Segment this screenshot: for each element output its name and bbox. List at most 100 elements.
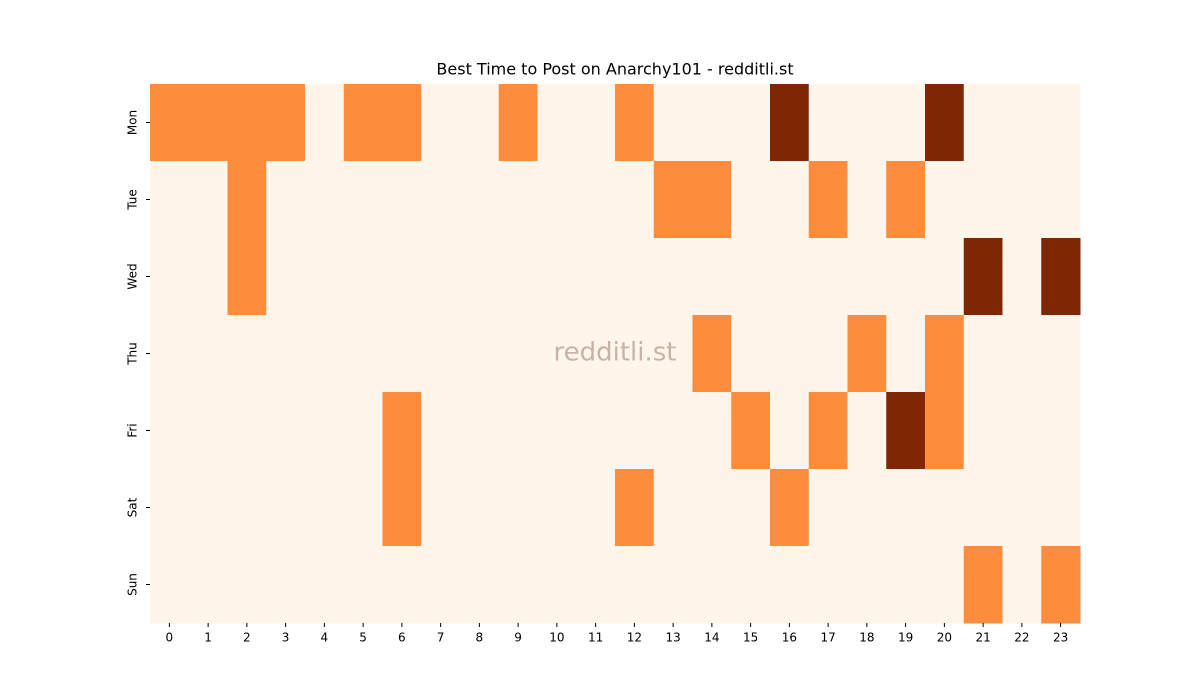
heatmap-cell [847,392,887,470]
heatmap-cell [731,238,771,316]
x-tick-label: 12 [627,631,642,645]
heatmap-cell [266,238,306,316]
heatmap-cell [498,161,538,239]
heatmap-cell [925,161,965,239]
heatmap-cell [343,392,383,470]
heatmap-cell [847,238,887,316]
heatmap-cell [653,161,693,239]
y-tick-label: Tue [126,189,140,211]
heatmap-cell [460,392,500,470]
heatmap-cell [692,392,732,470]
heatmap-cell [847,546,887,624]
heatmap-cell [576,315,616,393]
watermark: redditli.st [554,338,677,368]
heatmap-cell [963,392,1003,470]
heatmap-cell [1002,84,1042,162]
heatmap-cell [963,546,1003,624]
heatmap-cell [266,469,306,547]
heatmap-cell [188,469,228,547]
heatmap-cell [808,315,848,393]
heatmap-cell [188,315,228,393]
heatmap-cell [150,315,190,393]
heatmap-cell [963,238,1003,316]
heatmap-cell [460,469,500,547]
heatmap-cell [188,238,228,316]
heatmap-cell [343,469,383,547]
heatmap-cell [653,84,693,162]
heatmap-cell [692,315,732,393]
heatmap-cell [150,161,190,239]
heatmap-cell [150,469,190,547]
heatmap-cell [808,238,848,316]
x-tick-label: 22 [1014,631,1029,645]
x-tick-label: 20 [937,631,952,645]
heatmap-cell [421,238,461,316]
heatmap-cell [227,546,267,624]
x-tick-label: 18 [859,631,874,645]
heatmap-cell [266,161,306,239]
heatmap-cell [770,84,810,162]
heatmap-cell [188,161,228,239]
x-tick-label: 8 [476,631,484,645]
heatmap-cell [188,84,228,162]
heatmap-cell [653,546,693,624]
chart-title: Best Time to Post on Anarchy101 - reddit… [436,60,793,79]
heatmap-cell [808,546,848,624]
heatmap-cell [886,392,926,470]
heatmap-cell [770,392,810,470]
heatmap-cell [1002,161,1042,239]
heatmap-cell [498,315,538,393]
heatmap-cell [1041,161,1081,239]
heatmap-cell [343,161,383,239]
heatmap-cell [1002,238,1042,316]
heatmap-cell [615,546,655,624]
heatmap-cell [498,238,538,316]
heatmap-cell [731,469,771,547]
heatmap-cell [576,469,616,547]
heatmap-cell [1002,546,1042,624]
y-tick-label: Fri [126,423,140,437]
heatmap-cell [731,546,771,624]
heatmap-cell [343,546,383,624]
heatmap-cell [537,392,577,470]
heatmap-cell [305,238,345,316]
heatmap-cell [615,392,655,470]
heatmap-cell [770,238,810,316]
heatmap-cell [227,161,267,239]
x-tick-label: 5 [359,631,367,645]
heatmap-cell [266,546,306,624]
heatmap-cell [576,392,616,470]
x-tick-label: 16 [782,631,797,645]
heatmap-cell [421,161,461,239]
heatmap-cell [963,84,1003,162]
heatmap-cell [1002,469,1042,547]
heatmap-cell [770,161,810,239]
x-tick-label: 19 [898,631,913,645]
heatmap-cell [963,161,1003,239]
heatmap-cell [615,238,655,316]
heatmap-cell [808,392,848,470]
heatmap-cell [770,315,810,393]
heatmap-cell [305,315,345,393]
heatmap-cell [963,315,1003,393]
heatmap-cell [1041,392,1081,470]
heatmap-cell [925,392,965,470]
heatmap-cell [537,469,577,547]
heatmap-cell [1002,392,1042,470]
heatmap-cell [692,161,732,239]
heatmap-cell [460,84,500,162]
heatmap-cell [150,392,190,470]
x-tick-label: 11 [588,631,603,645]
heatmap-cell [227,469,267,547]
heatmap-cell [653,392,693,470]
heatmap-cell [615,84,655,162]
heatmap-cell [692,546,732,624]
x-tick-label: 15 [743,631,758,645]
heatmap-cell [150,84,190,162]
heatmap-cell [1041,546,1081,624]
y-tick-label: Sat [126,497,140,517]
heatmap-cell [537,238,577,316]
heatmap-cell [266,392,306,470]
heatmap-cell [382,84,422,162]
